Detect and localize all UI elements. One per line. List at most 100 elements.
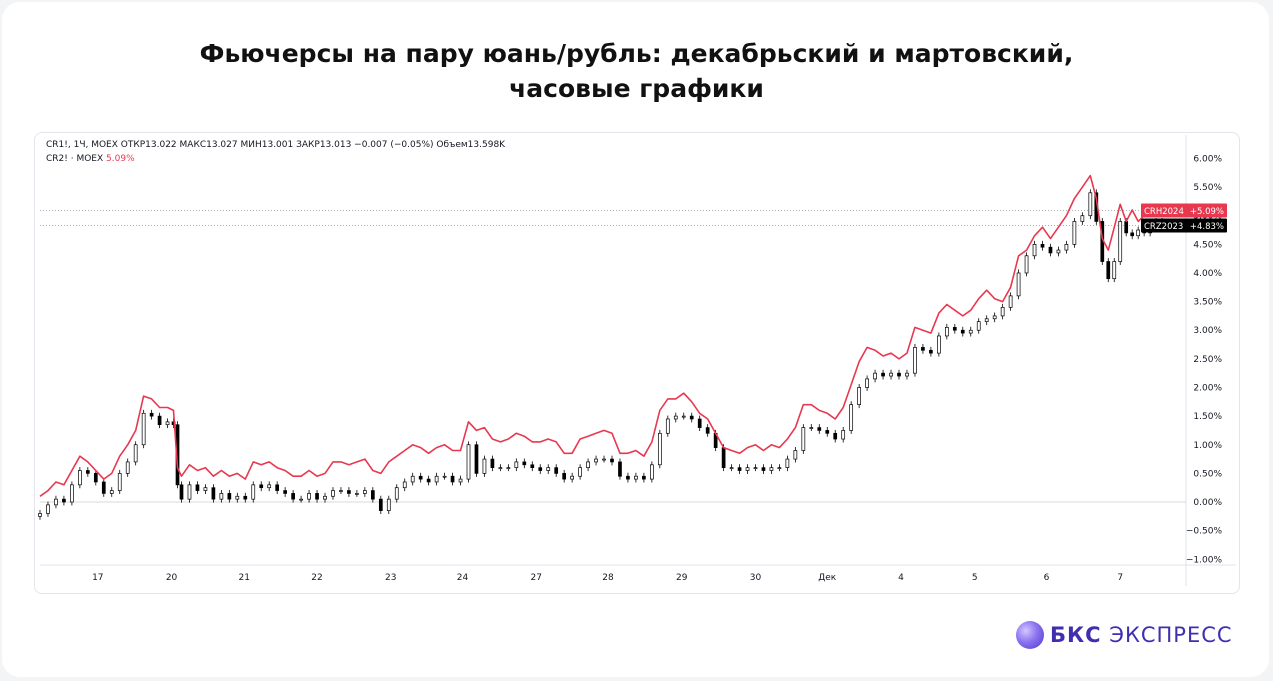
candle-body	[466, 444, 471, 480]
x-tick-label: 17	[92, 573, 103, 583]
candle-body	[913, 347, 917, 374]
x-tick-label: 29	[676, 573, 688, 583]
candle-body	[697, 418, 702, 428]
candle-body	[881, 372, 885, 377]
candle-body	[992, 315, 997, 320]
candle-body	[1056, 249, 1061, 254]
y-tick-label: 6.00%	[1193, 154, 1222, 164]
candle-body	[141, 412, 146, 446]
candle-body	[442, 475, 447, 478]
x-tick-label: 24	[457, 573, 469, 583]
candle-body	[46, 504, 50, 514]
x-tick-label: 20	[166, 573, 178, 583]
candle-body	[85, 470, 90, 474]
price-label-CRZ2023	[1141, 218, 1227, 233]
y-tick-label: 0.50%	[1193, 469, 1222, 479]
candle-body	[179, 484, 184, 500]
candle-body	[370, 490, 375, 500]
candle-body	[538, 467, 543, 471]
candle-body	[841, 430, 846, 440]
candle-body	[1064, 243, 1069, 251]
brand-name: БКС ЭКСПРЕСС	[1050, 623, 1233, 647]
candle-body	[299, 498, 303, 501]
candle-body	[355, 493, 359, 495]
candle-body	[944, 327, 949, 337]
candle-body	[109, 490, 114, 494]
candle-body	[275, 484, 280, 491]
candle-body	[235, 495, 240, 500]
candle-body	[133, 444, 138, 463]
candle-body	[761, 467, 766, 471]
candle-body	[38, 513, 42, 517]
candle-body	[1106, 261, 1111, 280]
y-tick-label: 1.50%	[1193, 412, 1222, 422]
candle-body	[1136, 229, 1141, 237]
candle-body	[849, 404, 854, 431]
x-tick-label: 27	[531, 573, 542, 583]
candle-body	[809, 427, 814, 429]
candle-body	[976, 321, 981, 331]
candle-body	[331, 490, 335, 497]
candle-body	[54, 498, 58, 506]
y-tick-label: 3.00%	[1193, 326, 1222, 336]
candle-body	[1032, 243, 1037, 257]
brand-name-bold: БКС	[1050, 623, 1102, 647]
candle-body	[157, 415, 162, 426]
candle-body	[165, 421, 170, 426]
candle-body	[291, 493, 295, 500]
candle-body	[498, 467, 503, 470]
candle-body	[402, 481, 407, 489]
y-tick-label: 0.00%	[1193, 498, 1222, 508]
candle-body	[149, 412, 154, 417]
candle-body	[785, 458, 790, 469]
candle-body	[117, 473, 122, 491]
candle-body	[769, 467, 774, 471]
x-tick-label: 23	[385, 573, 396, 583]
candle-body	[960, 329, 965, 334]
title-line-1: Фьючерсы на пару юань/рубль: декабрьский…	[199, 39, 1074, 68]
candle-body	[203, 487, 208, 491]
candle-body	[1130, 232, 1135, 237]
candle-body	[984, 318, 989, 322]
y-tick-label: 1.00%	[1193, 441, 1222, 451]
candle-body	[339, 490, 343, 492]
x-tick-label: 28	[602, 573, 614, 583]
candle-body	[737, 467, 742, 471]
candle-body	[418, 475, 423, 480]
candle-body	[833, 432, 838, 440]
candle-body	[530, 464, 535, 469]
x-tick-label: Дек	[818, 573, 837, 583]
candle-body	[195, 484, 200, 491]
y-tick-label: 4.50%	[1193, 240, 1222, 250]
candle-body	[490, 458, 495, 469]
candle-body	[62, 498, 66, 503]
candle-body	[243, 495, 248, 500]
candle-body	[937, 335, 941, 354]
candle-body	[259, 484, 264, 489]
candle-body	[101, 481, 106, 494]
candle-body	[801, 427, 806, 451]
candle-body	[897, 372, 901, 377]
x-tick-label: 30	[750, 573, 762, 583]
candle-body	[307, 493, 311, 500]
candle-body	[929, 349, 933, 354]
candle-body	[1040, 243, 1045, 248]
brand-name-rest: ЭКСПРЕСС	[1109, 623, 1233, 647]
candle-body	[602, 458, 606, 461]
candle-body	[889, 372, 893, 377]
x-tick-label: 7	[1117, 573, 1123, 583]
y-tick-label: 5.50%	[1193, 183, 1222, 193]
legend-cr2-value: 5.09%	[106, 154, 135, 164]
chart-legend: CR1!, 1Ч, MOEX ОТКР13.022 МАКС13.027 МИН…	[46, 138, 505, 166]
candle-body	[546, 467, 551, 471]
series-line-cr2	[39, 174, 1163, 497]
candle-body	[506, 467, 511, 470]
candle-body	[70, 484, 74, 503]
chart-frame[interactable]	[34, 132, 1240, 594]
candle-body	[905, 372, 909, 377]
candle-body	[450, 475, 455, 483]
x-tick-label: 4	[898, 573, 904, 583]
candle-body	[458, 478, 463, 483]
candle-body	[1000, 306, 1005, 317]
